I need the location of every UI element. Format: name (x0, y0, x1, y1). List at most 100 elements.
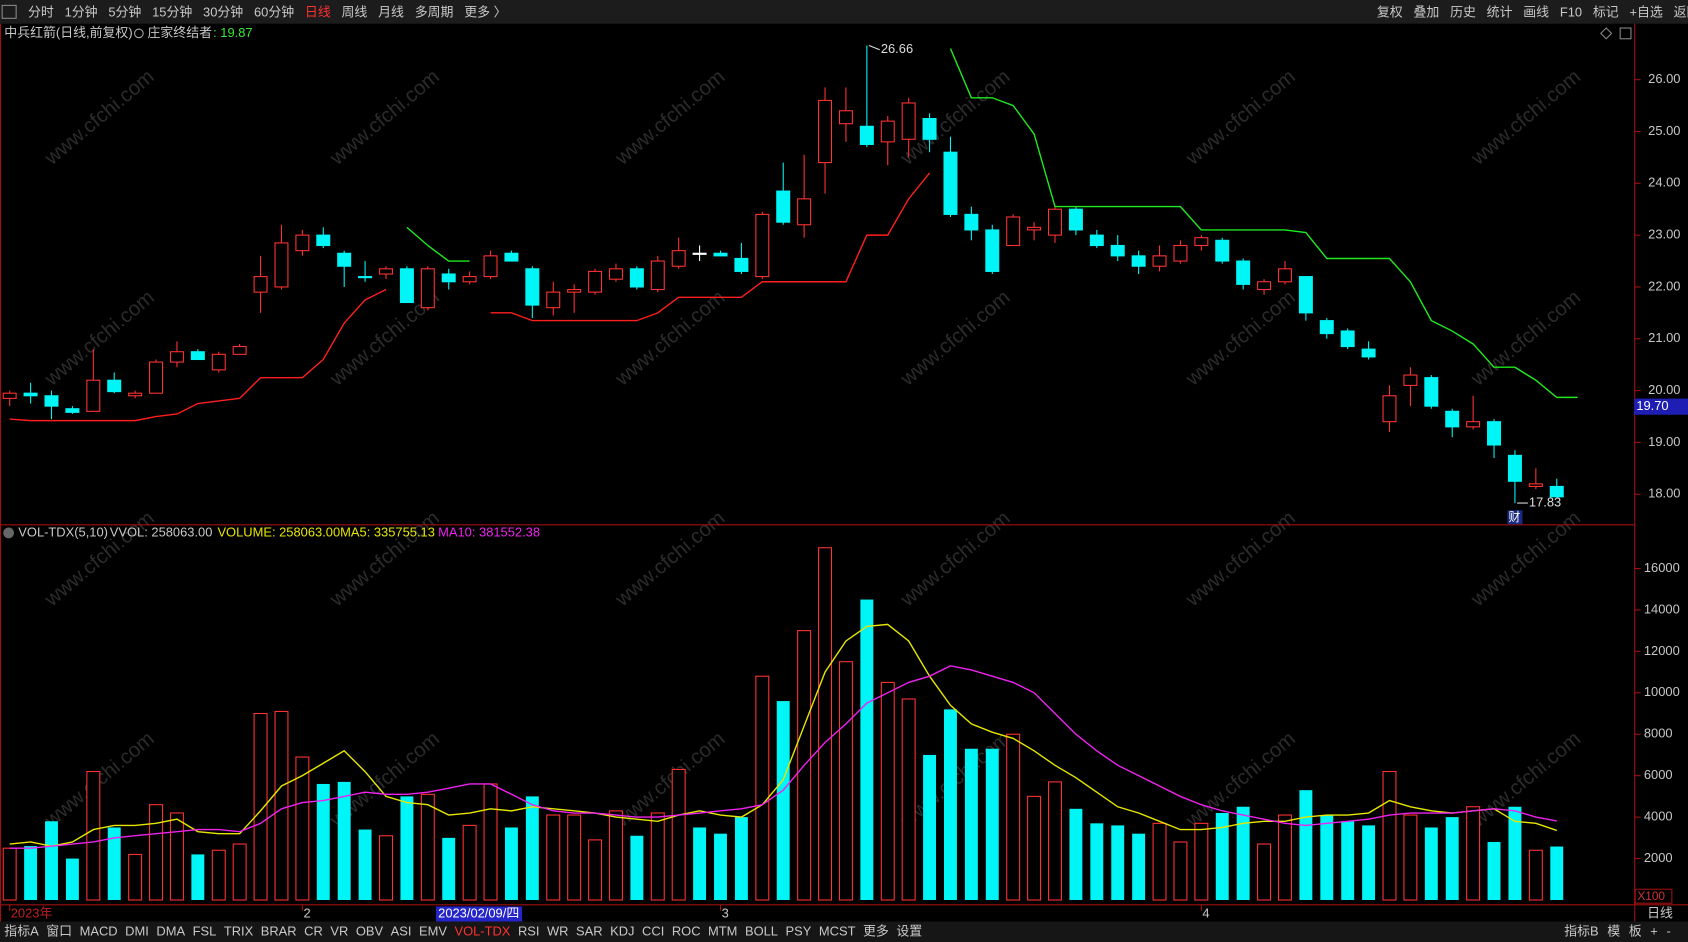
tab[interactable]: 60分钟 (254, 4, 294, 19)
indicator-tab[interactable]: ASI (391, 924, 412, 939)
icon[interactable] (1600, 27, 1613, 40)
indicator-tab[interactable]: 更多 (863, 924, 889, 939)
tab[interactable]: 1分钟 (65, 4, 98, 19)
candle-body (1466, 421, 1481, 428)
candle-body (546, 291, 561, 309)
volume-bar (1466, 806, 1481, 901)
indicator-tab[interactable]: BRAR (261, 924, 297, 939)
volume-bar (211, 849, 226, 901)
indicator-tab[interactable]: EMV (419, 924, 447, 939)
toolbar-button[interactable]: 画线 (1523, 4, 1549, 19)
tab[interactable]: 日线 (305, 4, 331, 19)
toolbar-button[interactable]: F10 (1560, 4, 1582, 19)
volume-bar (1236, 806, 1250, 900)
indicator-tab[interactable]: RSI (518, 924, 540, 939)
candle-body (462, 276, 477, 283)
volume-bar (442, 837, 456, 900)
indicator-tab[interactable]: MTM (708, 924, 737, 939)
tab[interactable]: 15分钟 (152, 4, 192, 19)
tab[interactable]: 30分钟 (203, 4, 243, 19)
candle-body (985, 229, 1000, 272)
tab[interactable]: 5分钟 (108, 4, 141, 19)
indicator-tab[interactable]: CR (304, 924, 323, 939)
bottom-button[interactable]: + (1650, 924, 1658, 939)
bottom-button[interactable]: 指标B (1564, 924, 1598, 939)
volume-bar (1362, 825, 1376, 900)
toolbar-button[interactable]: 统计 (1487, 4, 1513, 19)
volume-bar (65, 858, 79, 900)
volume-bar (944, 709, 957, 900)
cursor-price: 19.70 (1636, 398, 1668, 413)
volume-bar (838, 661, 853, 901)
indicator-tab[interactable]: PSY (786, 924, 812, 939)
indicator-tab[interactable]: ROC (672, 924, 701, 939)
icon[interactable] (1619, 27, 1632, 40)
indicator-tab[interactable]: MCST (819, 924, 856, 939)
volume-bar (1320, 815, 1334, 900)
candle-body (65, 408, 80, 413)
volume-bar (295, 756, 310, 901)
toolbar-button[interactable]: 复权 (1377, 4, 1403, 19)
bottom-button[interactable]: 模 (1607, 924, 1620, 939)
candle-body (1445, 410, 1460, 428)
y-tick-label: 22.00 (1648, 278, 1680, 293)
toolbar-button[interactable]: 历史 (1450, 4, 1476, 19)
menu-icon[interactable] (1, 4, 17, 19)
indicator-icon[interactable] (134, 28, 144, 39)
candle-body (149, 361, 164, 394)
toolbar-button[interactable]: 叠加 (1413, 4, 1439, 19)
bottom-button[interactable]: - (1666, 924, 1670, 939)
annotation-arrow (868, 44, 880, 51)
indicator-tab[interactable]: OBV (356, 924, 384, 939)
y-tick-label: 25.00 (1648, 123, 1680, 138)
volume-bar (1152, 822, 1167, 901)
indicator-tab[interactable]: SAR (576, 924, 603, 939)
indicator-icon[interactable] (3, 527, 14, 539)
indicator-name: 庄家终结者 (147, 25, 212, 40)
indicator-tab[interactable]: KDJ (610, 924, 634, 939)
volume-bar (2, 847, 17, 901)
indicator-tab[interactable]: WR (547, 924, 569, 939)
indicator-tab[interactable]: 指标A (4, 924, 39, 939)
volume-bar (1277, 814, 1292, 901)
volume-bar (128, 853, 143, 901)
candle-body (1006, 216, 1021, 247)
tab[interactable]: 多周期 (415, 4, 454, 19)
candle-body (964, 213, 979, 231)
bottom-bar (0, 921, 1688, 942)
tab[interactable]: 周线 (342, 4, 368, 19)
toolbar-button[interactable]: +自选 (1629, 4, 1662, 19)
unit-box (1634, 888, 1673, 904)
indicator-tab[interactable]: DMA (156, 924, 185, 939)
indicator-tab[interactable]: DMI (125, 924, 149, 939)
tab[interactable]: 月线 (378, 4, 404, 19)
indicator-tab[interactable]: VR (330, 924, 348, 939)
indicator-tab[interactable]: VOL-TDX (454, 924, 510, 939)
candle-body (629, 268, 644, 288)
candle-body (943, 151, 958, 215)
volume-title: VOL-TDX(5,10) (18, 524, 108, 539)
volume-bar (1132, 833, 1146, 900)
candle-body (1487, 421, 1502, 446)
volume-bar (608, 810, 623, 901)
candle-body (337, 252, 352, 267)
tab[interactable]: 更多 〉 (464, 4, 506, 19)
event-marker[interactable]: 财 (1508, 510, 1520, 524)
indicator-tab[interactable]: CCI (642, 924, 664, 939)
candle-body (295, 234, 310, 252)
candle-body (1361, 348, 1376, 358)
indicator-tab[interactable]: 设置 (896, 924, 922, 939)
bottom-button[interactable]: 板 (1629, 924, 1642, 939)
indicator-tab[interactable]: MACD (80, 924, 118, 939)
toolbar-button[interactable]: 标记 (1593, 4, 1619, 19)
candle-body (713, 252, 728, 257)
volume-bar (107, 827, 121, 900)
tab[interactable]: 分时 (28, 4, 54, 19)
toolbar-button[interactable]: 返回 (1674, 4, 1688, 19)
indicator-tab[interactable]: BOLL (745, 924, 778, 939)
period-label: 日线 (1647, 905, 1673, 920)
indicator-tab[interactable]: 窗口 (46, 924, 72, 939)
indicator-tab[interactable]: TRIX (224, 924, 254, 939)
x-tick-label: 3 (722, 905, 729, 920)
indicator-tab[interactable]: FSL (193, 924, 217, 939)
